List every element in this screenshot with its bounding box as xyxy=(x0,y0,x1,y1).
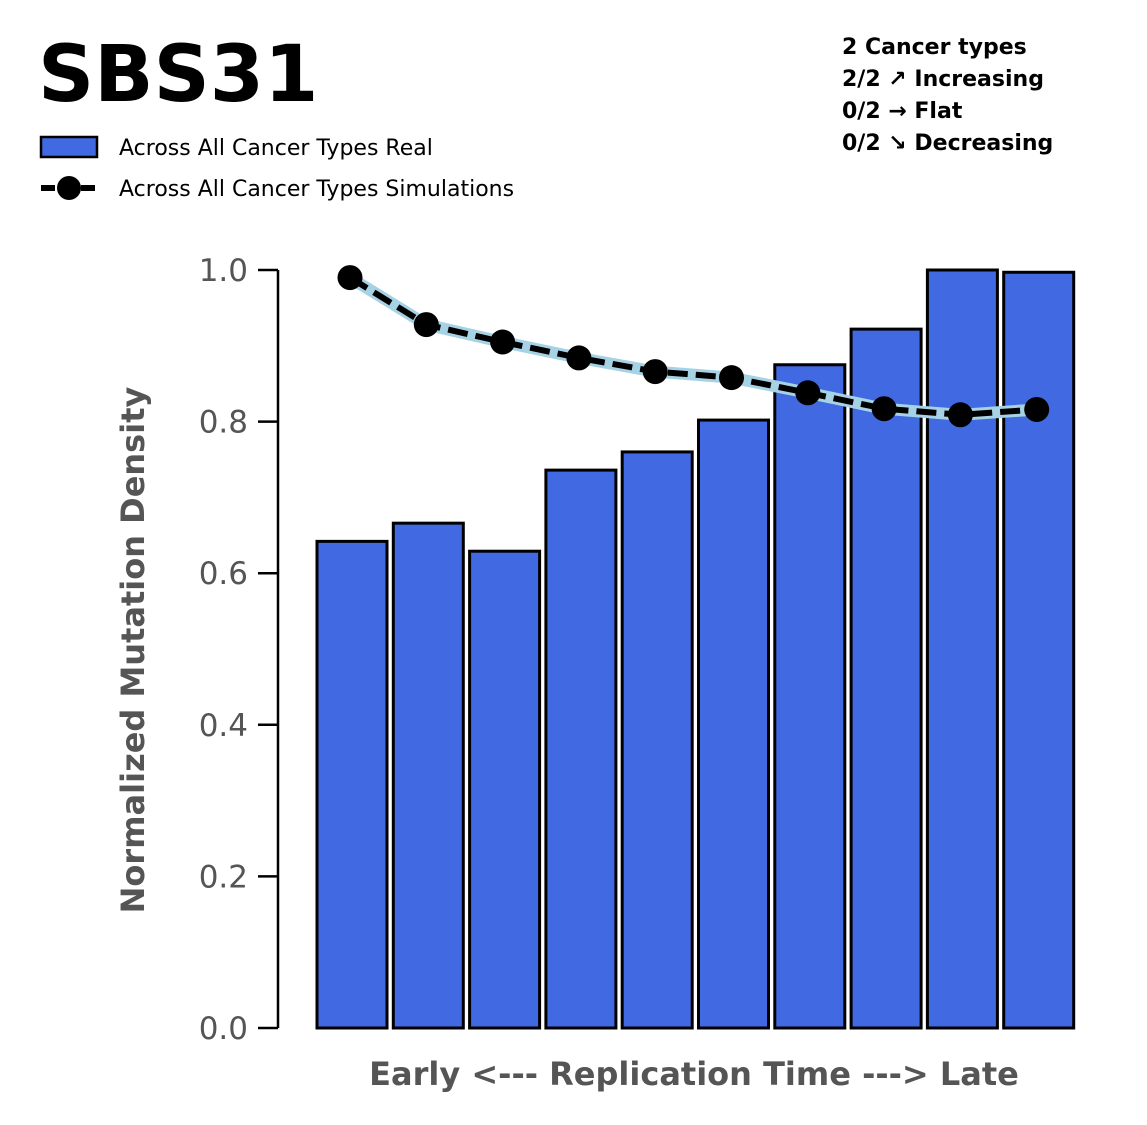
simulation-point-9 xyxy=(947,402,973,428)
legend: Across All Cancer Types Real Across All … xyxy=(39,135,514,202)
summary-line-increasing: 2/2 ↗ Increasing xyxy=(842,67,1044,92)
y-tick-label-1: 0.2 xyxy=(199,859,248,895)
simulation-point-10 xyxy=(1024,396,1050,422)
y-tick-label-3: 0.6 xyxy=(199,556,248,592)
bar-6 xyxy=(697,418,770,1030)
plot-area: 0.0 0.2 0.4 0.6 0.8 1.0 xyxy=(199,253,1076,1047)
simulation-point-8 xyxy=(871,396,897,422)
y-axis-label: Normalized Mutation Density xyxy=(114,387,152,914)
summary-box: 2 Cancer types 2/2 ↗ Increasing 0/2 → Fl… xyxy=(842,35,1053,156)
y-tick-label-2: 0.4 xyxy=(199,708,248,744)
y-tick-label-5: 1.0 xyxy=(199,253,248,289)
legend-label-real: Across All Cancer Types Real xyxy=(119,136,433,161)
summary-line-cancer-types: 2 Cancer types xyxy=(842,35,1027,60)
legend-marker-swatch xyxy=(57,176,81,200)
simulation-point-3 xyxy=(490,329,516,355)
simulation-point-2 xyxy=(413,312,439,338)
legend-bar-swatch xyxy=(39,135,99,159)
simulation-line xyxy=(348,275,1037,418)
simulation-point-5 xyxy=(642,359,668,385)
summary-line-flat: 0/2 → Flat xyxy=(842,99,963,124)
simulation-point-6 xyxy=(719,365,744,391)
y-tick-label-0: 0.0 xyxy=(199,1011,248,1047)
simulation-point-1 xyxy=(337,265,363,291)
bar-10 xyxy=(1002,270,1076,1030)
bar-3 xyxy=(468,549,542,1030)
bar-1 xyxy=(315,539,389,1030)
bar-2 xyxy=(391,521,465,1030)
bar-4 xyxy=(544,468,618,1030)
bar-8 xyxy=(849,327,923,1030)
simulation-point-4 xyxy=(566,345,592,371)
bar-7 xyxy=(773,363,847,1030)
bar-9 xyxy=(925,268,999,1030)
y-tick-label-4: 0.8 xyxy=(199,405,248,441)
chart-title: SBS31 xyxy=(38,30,318,120)
simulation-point-7 xyxy=(795,380,821,406)
x-axis-label: Early <--- Replication Time ---> Late xyxy=(369,1055,1019,1093)
summary-line-decreasing: 0/2 ↘ Decreasing xyxy=(842,131,1053,156)
bar-5 xyxy=(620,450,694,1030)
legend-label-simulations: Across All Cancer Types Simulations xyxy=(119,177,514,202)
